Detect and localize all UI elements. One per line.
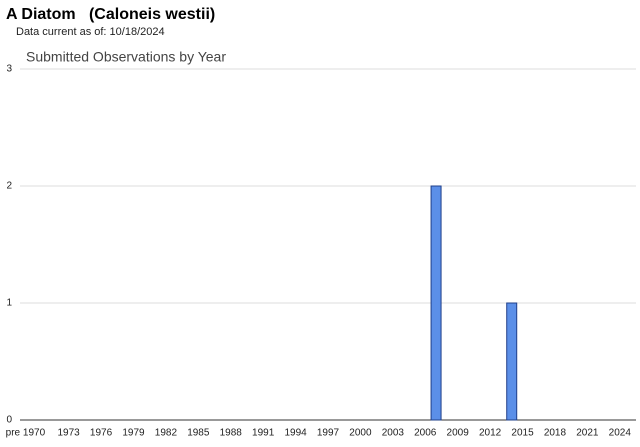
page-title: A Diatom (Caloneis westii)	[6, 6, 215, 23]
x-tick-label: 2003	[382, 428, 405, 439]
x-tick-label: 2018	[544, 428, 567, 439]
y-tick-label: 1	[6, 298, 12, 309]
x-tick-label: 2021	[576, 428, 599, 439]
x-tick-label: 1973	[58, 428, 81, 439]
y-tick-label: 3	[6, 64, 12, 75]
x-tick-label: 1985	[187, 428, 210, 439]
chart-title: Submitted Observations by Year	[26, 49, 226, 65]
page-subtitle: Data current as of: 10/18/2024	[16, 26, 165, 38]
x-tick-label: 1991	[252, 428, 275, 439]
x-tick-label: 1976	[90, 428, 113, 439]
y-tick-label: 2	[6, 181, 12, 192]
x-tick-label: 1979	[122, 428, 145, 439]
x-tick-label: 2015	[511, 428, 534, 439]
x-tick-label: 2006	[414, 428, 437, 439]
x-tick-label: 1997	[317, 428, 340, 439]
y-tick-label: 0	[6, 415, 12, 426]
bar	[506, 302, 518, 421]
x-tick-label: 1994	[284, 428, 307, 439]
x-tick-label: 2012	[479, 428, 502, 439]
x-tick-label: 1982	[155, 428, 178, 439]
x-tick-label: 2024	[609, 428, 632, 439]
x-tick-label: pre 1970	[6, 428, 46, 439]
x-tick-label: 2009	[447, 428, 470, 439]
bar	[430, 185, 442, 421]
x-tick-label: 2000	[349, 428, 372, 439]
x-tick-label: 1988	[220, 428, 243, 439]
